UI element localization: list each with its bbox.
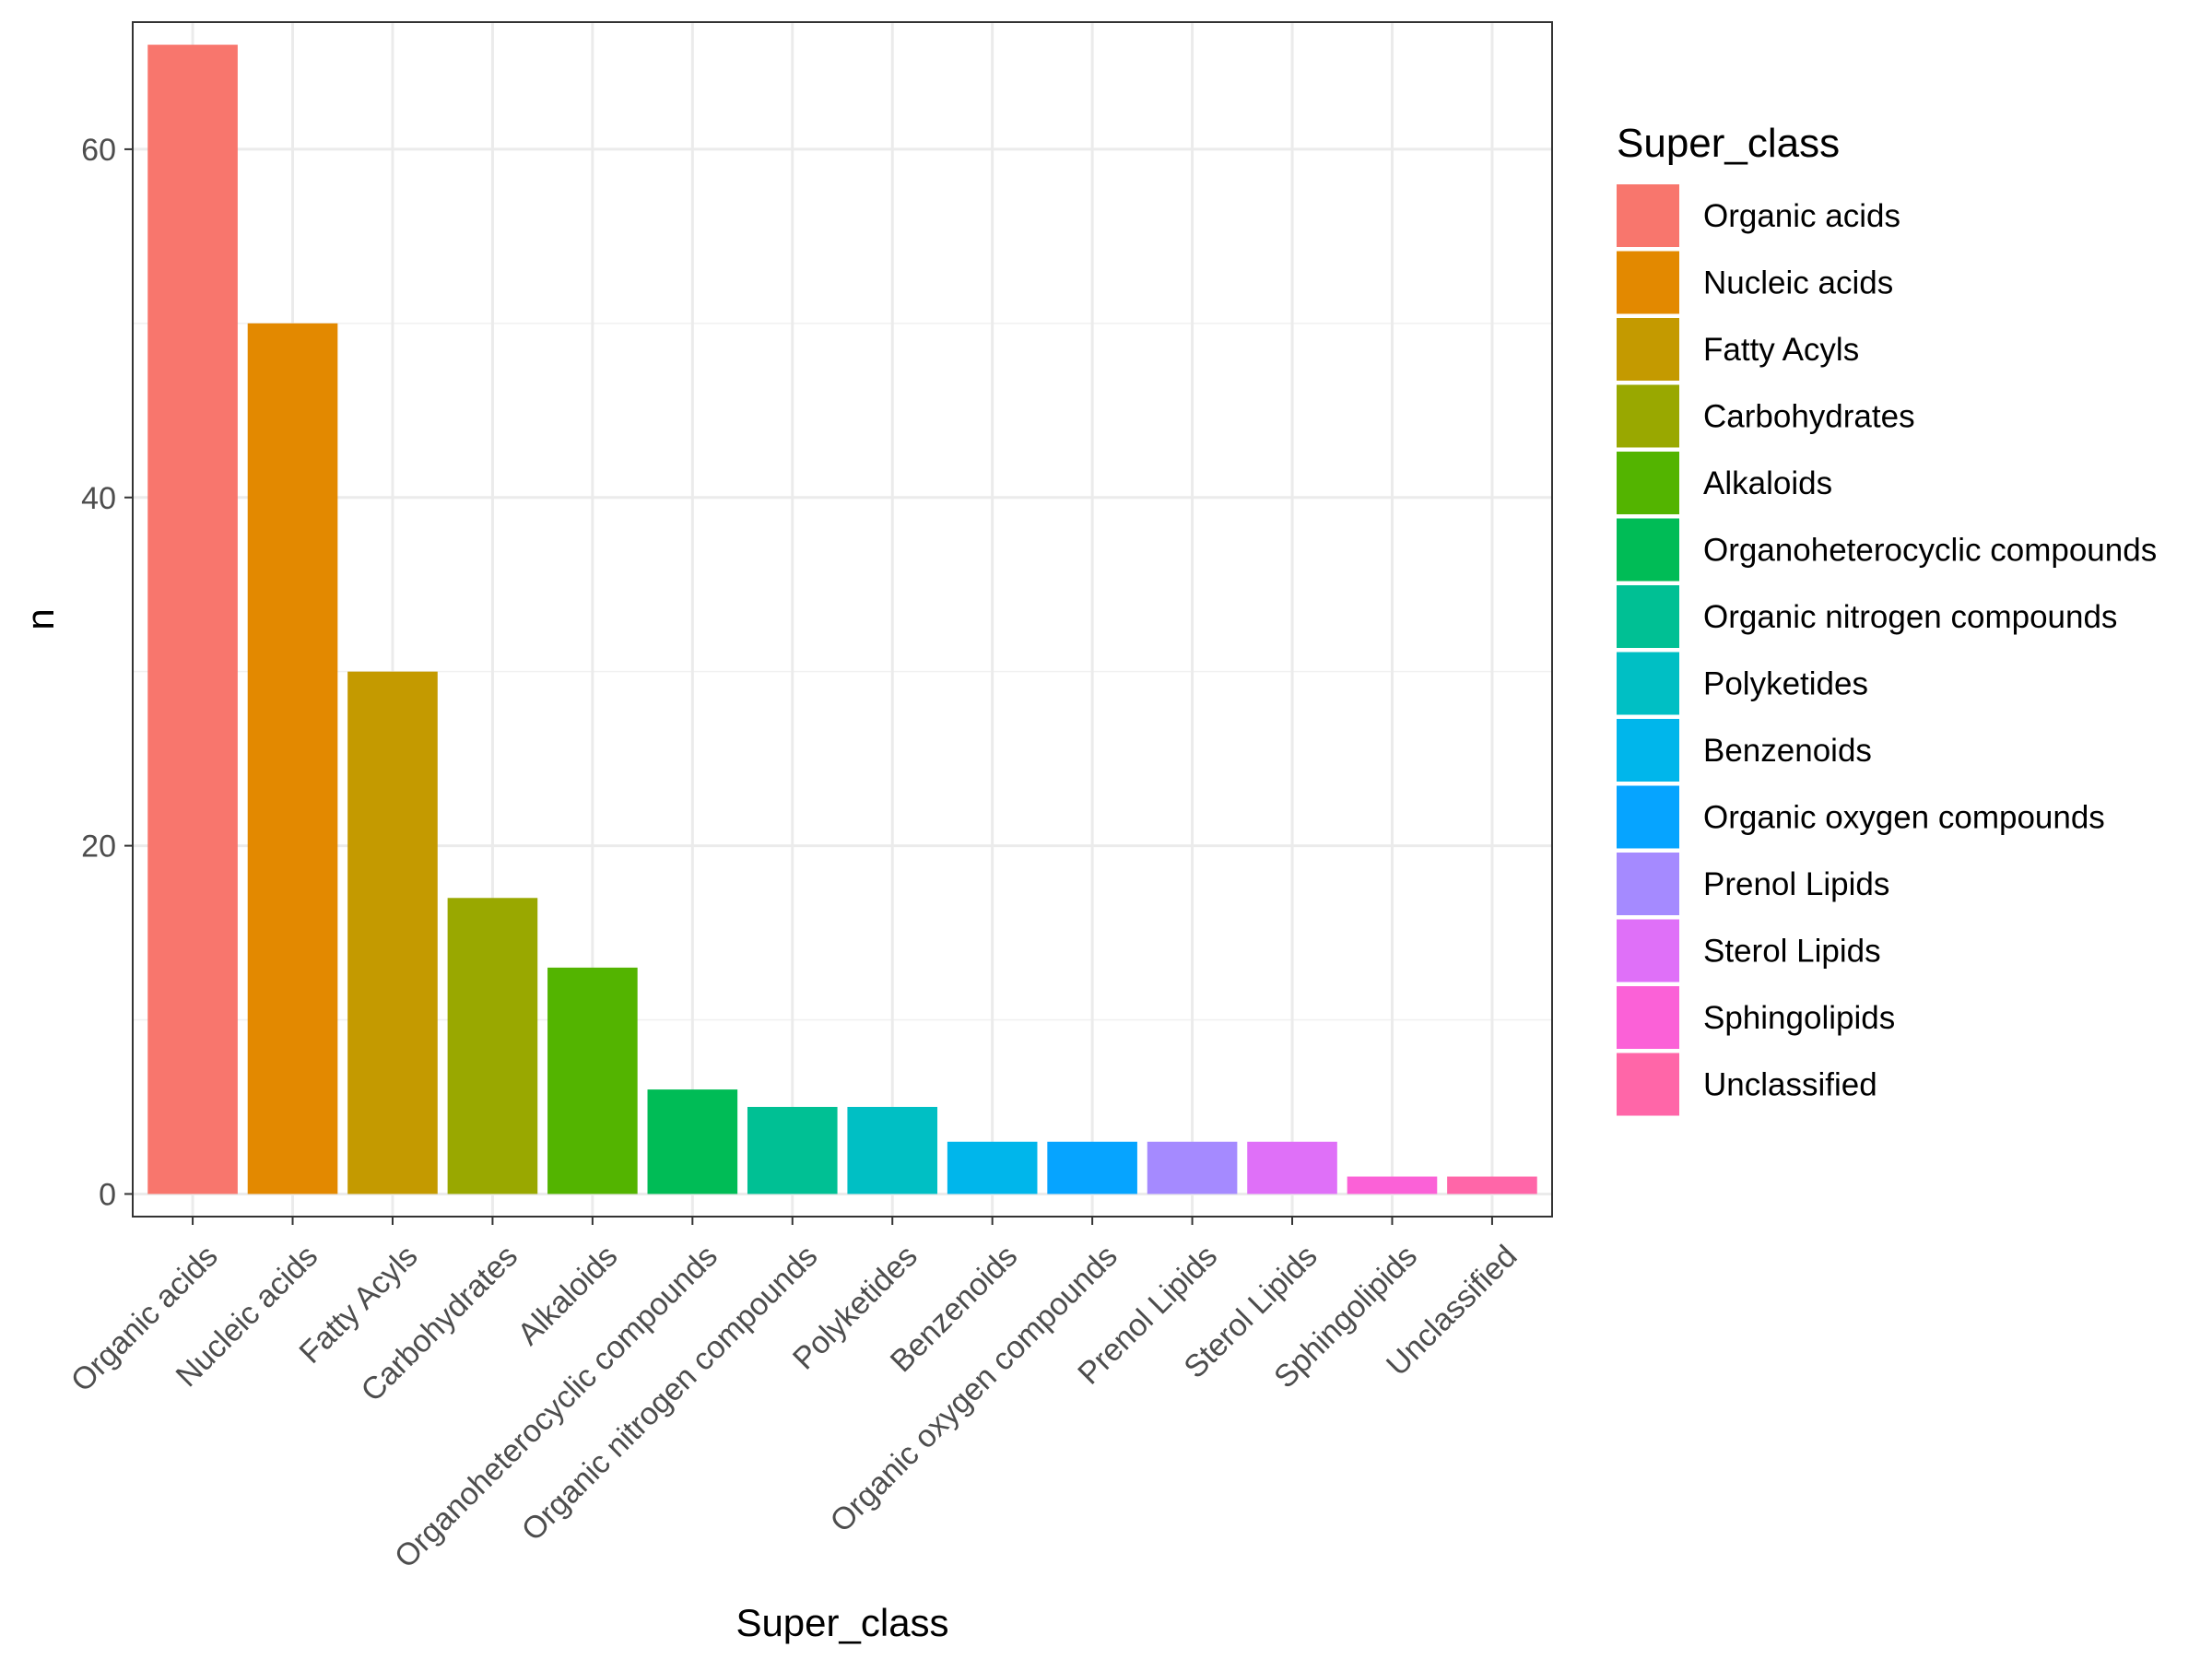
legend-title: Super_class bbox=[1617, 121, 1840, 166]
legend-label: Polyketides bbox=[1703, 666, 1868, 702]
legend-label: Alkaloids bbox=[1703, 465, 1832, 501]
y-axis-title: n bbox=[18, 608, 62, 629]
legend-label: Organic oxygen compounds bbox=[1703, 800, 2105, 836]
legend-key bbox=[1617, 986, 1679, 1049]
legend-key bbox=[1617, 719, 1679, 782]
bar-fatty-acyls bbox=[347, 671, 438, 1194]
legend-key bbox=[1617, 1053, 1679, 1116]
bar-organic-nitrogen-compounds bbox=[747, 1106, 838, 1194]
x-axis-title: Super_class bbox=[735, 1601, 948, 1644]
legend: Super_class Organic acids Nucleic acids Fa… bbox=[1617, 121, 2157, 1116]
legend-label: Unclassified bbox=[1703, 1067, 1877, 1103]
legend-label: Nucleic acids bbox=[1703, 265, 1893, 301]
plot-panel bbox=[132, 21, 1553, 1218]
legend-label: Fatty Acyls bbox=[1703, 332, 1859, 368]
legend-label: Prenol Lipids bbox=[1703, 866, 1889, 902]
legend-label: Benzenoids bbox=[1703, 733, 1872, 769]
bar-sterol-lipids bbox=[1247, 1141, 1337, 1194]
legend-key bbox=[1617, 853, 1679, 915]
bar-organoheterocyclic-compounds bbox=[647, 1089, 738, 1194]
bar-carbohydrates bbox=[447, 898, 538, 1194]
legend-key bbox=[1617, 384, 1679, 448]
legend-label: Organoheterocyclic compounds bbox=[1703, 533, 2157, 569]
legend-key bbox=[1617, 652, 1679, 715]
legend-key bbox=[1617, 251, 1679, 314]
bar-unclassified bbox=[1447, 1176, 1537, 1194]
bar-polyketides bbox=[847, 1106, 938, 1194]
bar-organic-acids bbox=[147, 44, 238, 1194]
legend-key bbox=[1617, 919, 1679, 982]
legend-label: Carbohydrates bbox=[1703, 399, 1915, 435]
legend-items: Organic acids Nucleic acids Fatty Acyls Car… bbox=[1617, 184, 2157, 1116]
y-tick-label: 60 bbox=[81, 133, 116, 168]
y-tick-label: 0 bbox=[99, 1177, 116, 1212]
y-tick-label: 40 bbox=[81, 481, 116, 516]
bar-organic-oxygen-compounds bbox=[1047, 1141, 1137, 1194]
y-tick-label: 20 bbox=[81, 830, 116, 865]
legend-label: Organic nitrogen compounds bbox=[1703, 599, 2117, 635]
bar-alkaloids bbox=[547, 967, 638, 1194]
legend-label: Sterol Lipids bbox=[1703, 934, 1881, 970]
bar-prenol-lipids bbox=[1147, 1141, 1238, 1194]
bar-nucleic-acids bbox=[247, 323, 338, 1194]
legend-label: Sphingolipids bbox=[1703, 1000, 1895, 1036]
y-axis: 0 20 40 60 bbox=[81, 133, 133, 1212]
panel-border bbox=[132, 21, 1553, 1218]
bar-benzenoids bbox=[947, 1141, 1038, 1194]
legend-key bbox=[1617, 518, 1679, 582]
legend-key bbox=[1617, 318, 1679, 381]
legend-key bbox=[1617, 585, 1679, 648]
legend-key bbox=[1617, 184, 1679, 247]
legend-label: Organic acids bbox=[1703, 198, 1900, 234]
legend-key bbox=[1617, 785, 1679, 849]
legend-key bbox=[1617, 452, 1679, 514]
bar-sphingolipids bbox=[1347, 1176, 1438, 1194]
